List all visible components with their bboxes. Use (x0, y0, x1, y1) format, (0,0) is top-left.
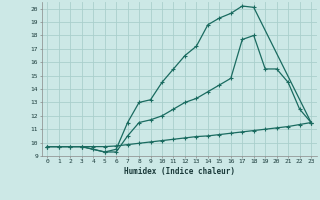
X-axis label: Humidex (Indice chaleur): Humidex (Indice chaleur) (124, 167, 235, 176)
